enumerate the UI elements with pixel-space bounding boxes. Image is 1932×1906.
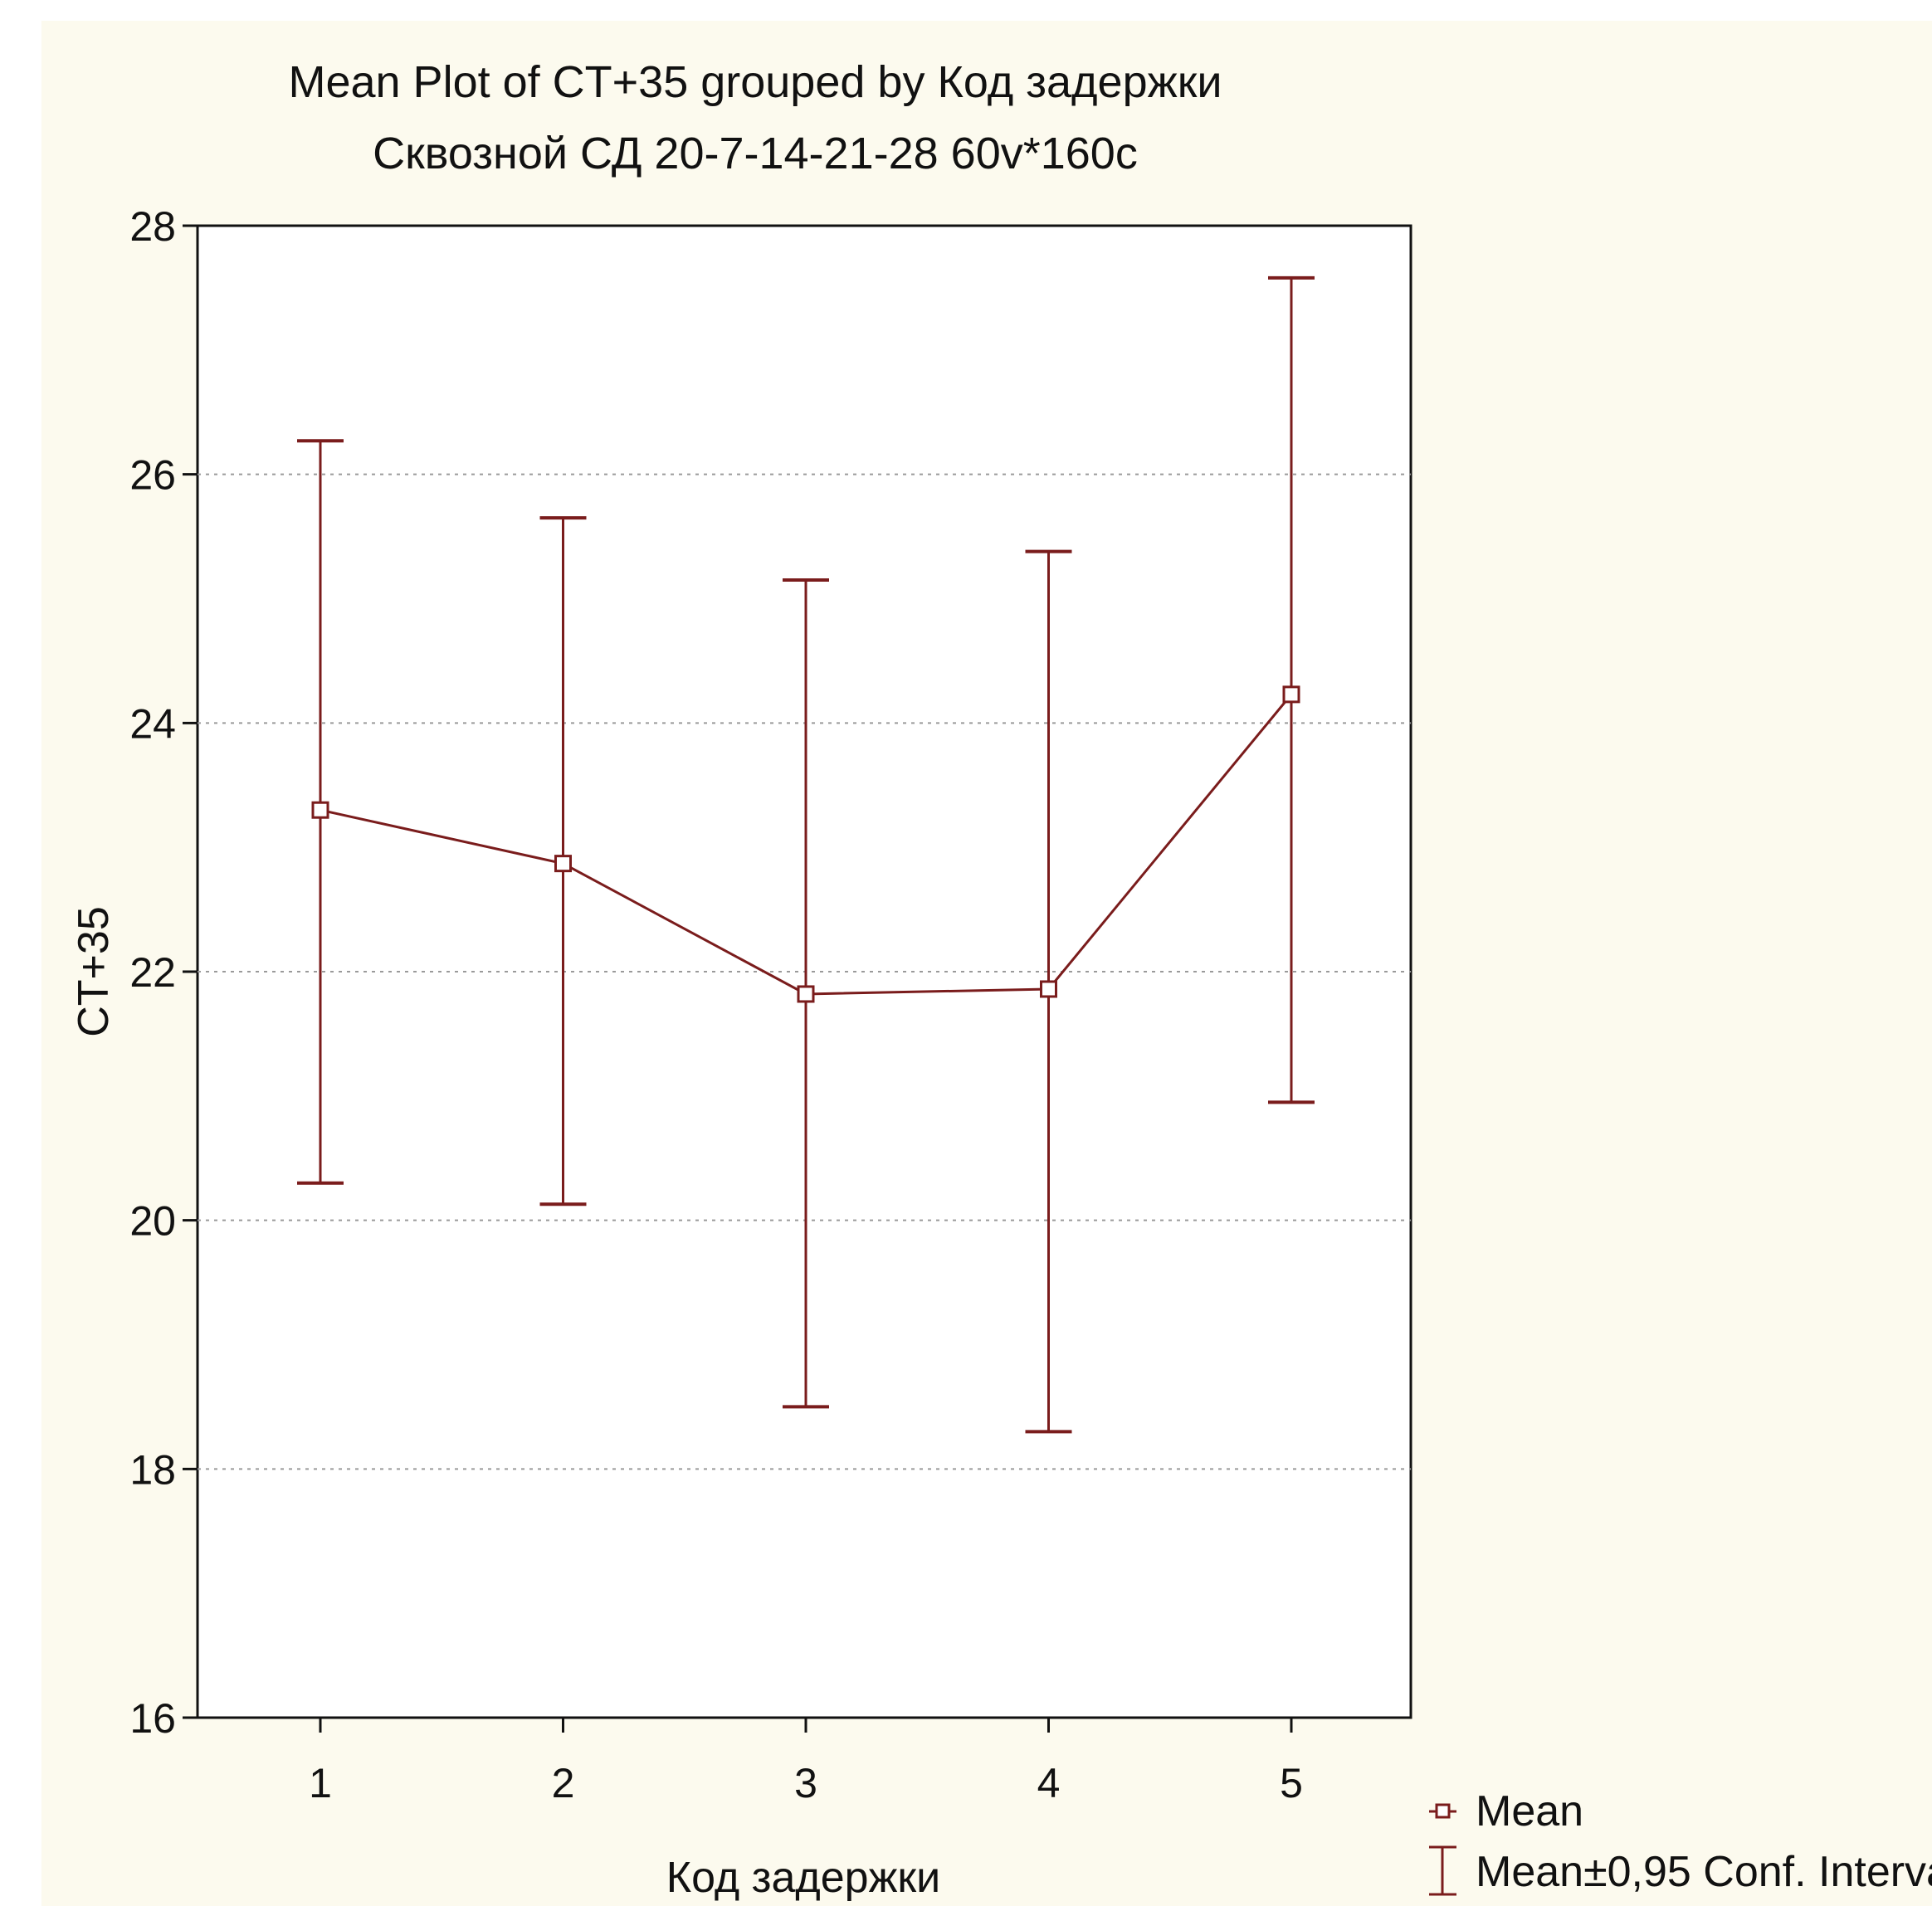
x-axis-ticks: 1 2 3 4 5 bbox=[309, 1718, 1303, 1806]
legend: Mean Mean±0,95 Conf. Interval bbox=[1429, 1787, 1932, 1896]
x-tick-label: 4 bbox=[1037, 1760, 1061, 1806]
y-tick-label: 18 bbox=[129, 1446, 176, 1493]
y-tick-label: 28 bbox=[129, 203, 176, 250]
y-tick-label: 22 bbox=[129, 949, 176, 996]
chart-canvas: Mean Plot of CT+35 grouped by Код задерж… bbox=[41, 21, 1932, 1906]
legend-ci-label: Mean±0,95 Conf. Interval bbox=[1476, 1848, 1932, 1896]
mean-point bbox=[1040, 980, 1057, 998]
mean-point bbox=[311, 801, 329, 819]
mean-plot-chart: Mean Plot of CT+35 grouped by Код задерж… bbox=[70, 57, 1932, 1902]
x-tick-label: 3 bbox=[794, 1760, 817, 1806]
y-tick-label: 16 bbox=[129, 1695, 176, 1742]
legend-mean-label: Mean bbox=[1476, 1787, 1583, 1835]
y-tick-label: 20 bbox=[129, 1198, 176, 1245]
mean-point bbox=[797, 985, 815, 1003]
mean-point bbox=[1282, 685, 1300, 704]
mean-point bbox=[554, 855, 572, 873]
x-tick-label: 2 bbox=[552, 1760, 575, 1806]
x-tick-label: 1 bbox=[309, 1760, 332, 1806]
grid-lines bbox=[198, 473, 1411, 1470]
chart-title: Mean Plot of CT+35 grouped by Код задерж… bbox=[288, 57, 1222, 107]
x-axis-label: Код задержки bbox=[666, 1854, 940, 1902]
y-axis-ticks: 16 18 20 22 24 26 28 bbox=[129, 203, 198, 1742]
chart-subtitle: Сквозной СД 20-7-14-21-28 60v*160c bbox=[373, 129, 1138, 178]
mean-series bbox=[311, 685, 1300, 1003]
x-tick-label: 5 bbox=[1280, 1760, 1303, 1806]
y-axis-label: CT+35 bbox=[70, 906, 118, 1037]
y-tick-label: 26 bbox=[129, 452, 176, 499]
y-tick-label: 24 bbox=[129, 700, 176, 747]
legend-mean-marker bbox=[1435, 1803, 1451, 1819]
